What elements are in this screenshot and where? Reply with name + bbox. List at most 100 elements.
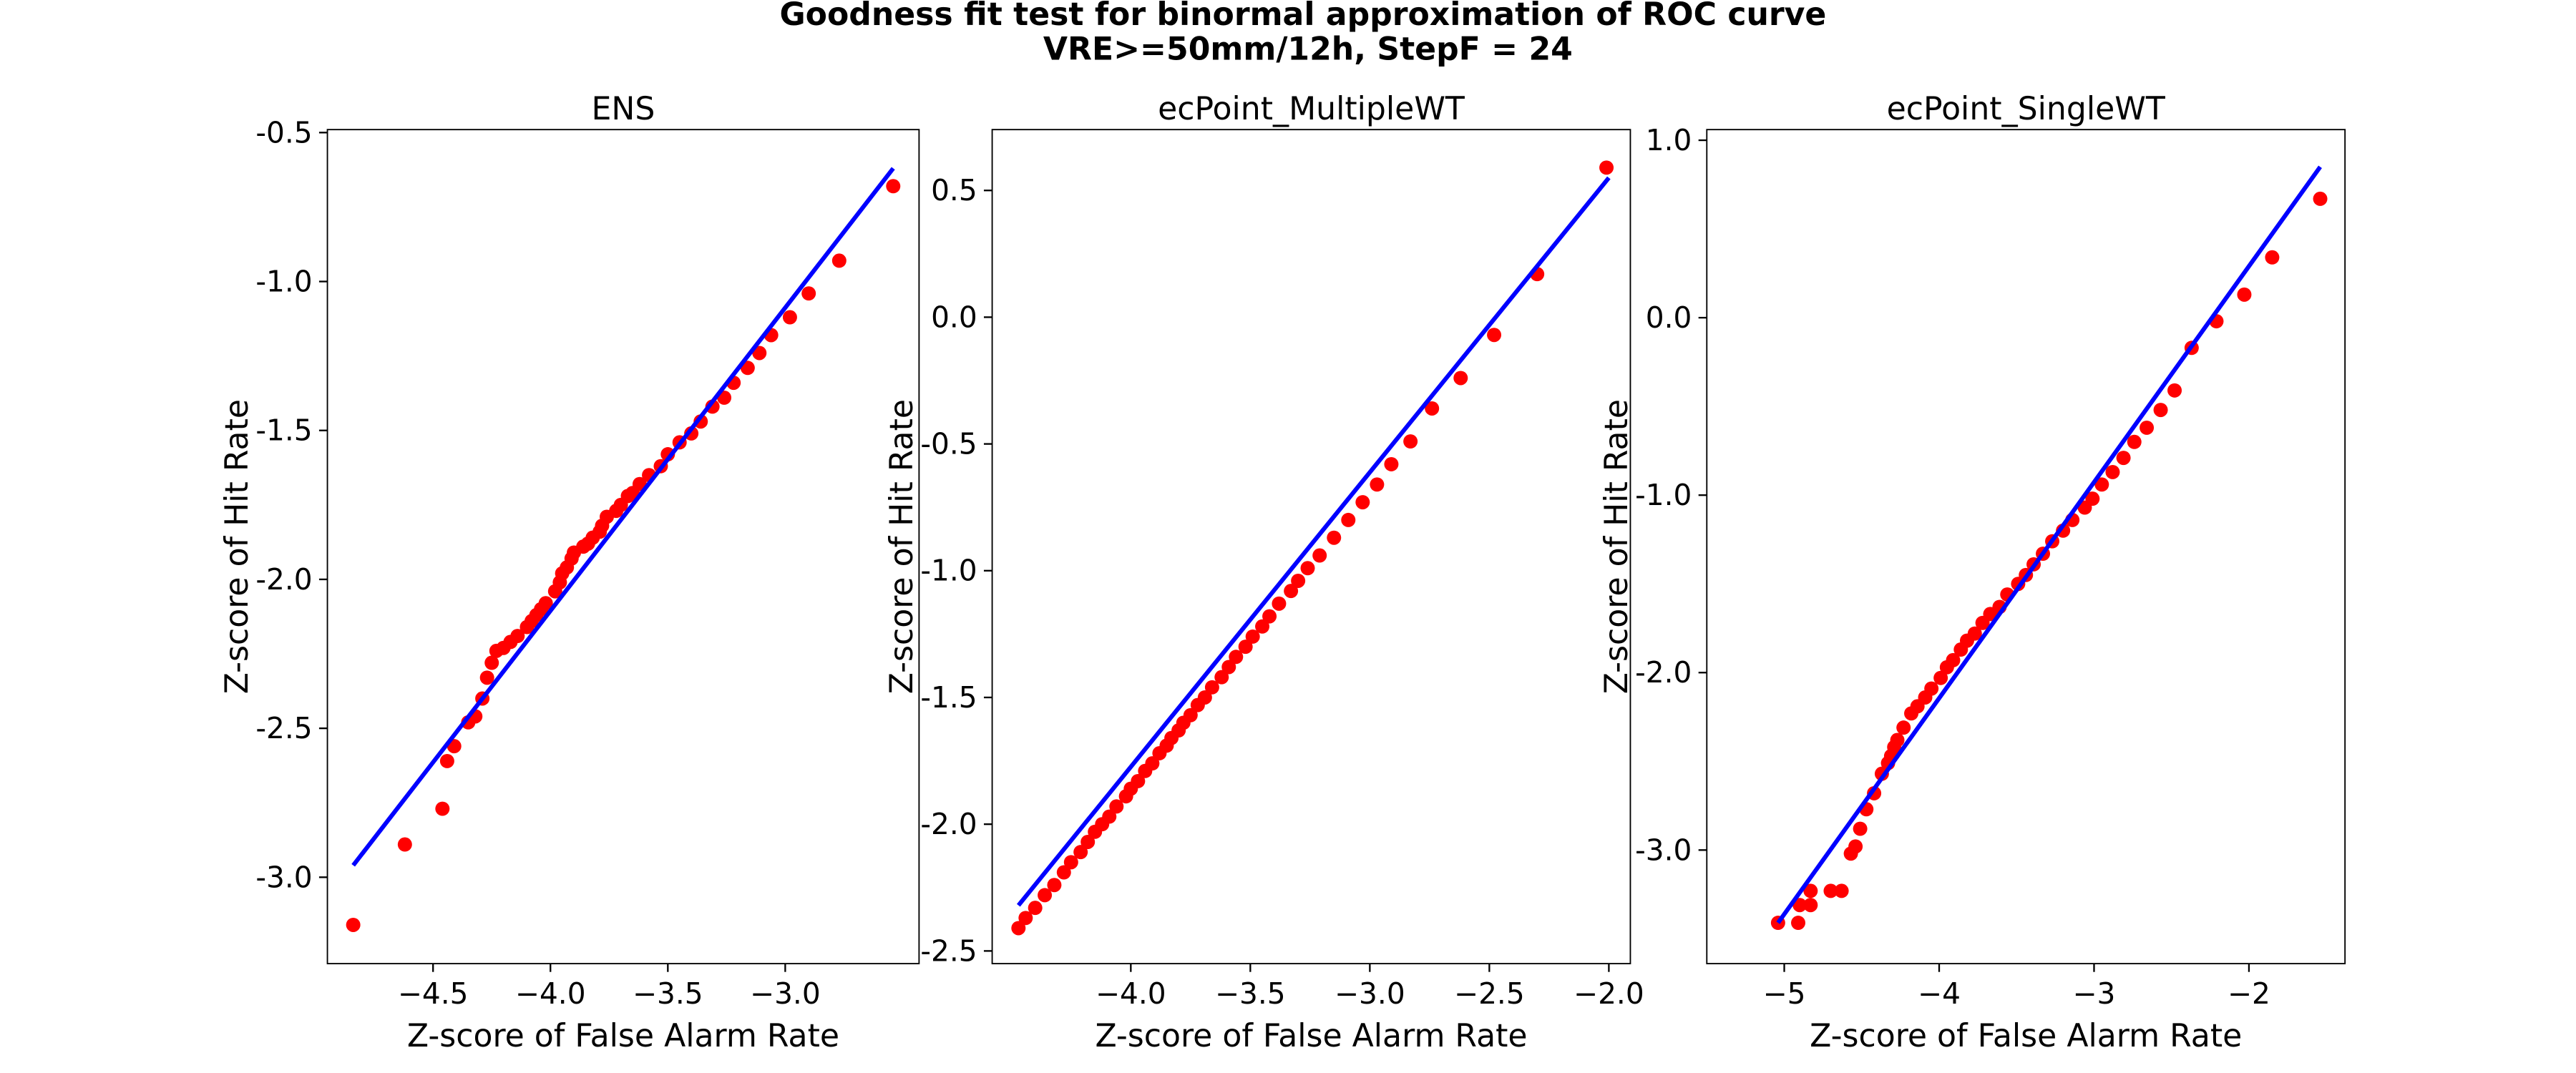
y-tick-label: -2.0 (920, 807, 977, 841)
x-tick-label: −4.0 (515, 976, 586, 1011)
point (1145, 756, 1160, 771)
point (479, 670, 494, 685)
point (801, 286, 816, 301)
x-tick-label: −3.0 (750, 976, 821, 1011)
x-tick-label: −4 (1918, 976, 1961, 1011)
figure-subtitle: VRE>=50mm/12h, StepF = 24 (1043, 31, 1573, 68)
point (1221, 660, 1236, 675)
subplot-title: ecPoint_SingleWT (1887, 91, 2166, 127)
x-axis-label: Z-score of False Alarm Rate (1810, 1018, 2242, 1054)
x-tick-label: −3.0 (1335, 976, 1405, 1011)
point (1924, 681, 1939, 696)
point (2094, 477, 2109, 492)
point (1803, 898, 1818, 913)
point (782, 310, 797, 325)
point (1341, 512, 1356, 527)
subplot: ecPoint_MultipleWT −4.0 −3.5 −3.0 −2.5 −2.0 -2… (884, 91, 1644, 1054)
point (1214, 670, 1229, 685)
point (2265, 250, 2280, 265)
point (1183, 707, 1198, 722)
point (1791, 916, 1805, 931)
y-tick-label: -2.0 (255, 562, 312, 597)
plot-area (1011, 160, 1614, 936)
point (1109, 799, 1124, 814)
subplot-title: ENS (592, 91, 655, 127)
axes-frame (326, 129, 920, 965)
point (435, 801, 450, 816)
y-tick-label: -3.0 (1635, 833, 1692, 867)
point (1967, 626, 1982, 641)
point (510, 629, 525, 644)
point (1803, 883, 1818, 898)
point (1238, 640, 1253, 655)
point (1038, 888, 1053, 903)
y-tick-label: -3.0 (255, 860, 312, 894)
point (397, 837, 412, 852)
y-tick-label: -0.5 (255, 115, 312, 150)
y-tick-label: -2.0 (1635, 655, 1692, 690)
point (1018, 911, 1033, 926)
point (2167, 383, 2182, 398)
axes-frame (991, 129, 1631, 965)
point (2153, 403, 2168, 418)
point (1355, 495, 1370, 510)
subplot: ENS −4.5 −4.0 −3.5 −3.0 -3.0 -2.5 -2.0 -1.5 -1.0 -… (219, 91, 920, 1054)
point (1848, 839, 1863, 854)
point (538, 596, 553, 611)
point (346, 917, 361, 932)
point (1834, 883, 1849, 898)
point (2127, 434, 2142, 449)
point (484, 655, 499, 670)
y-tick-label: -0.5 (920, 427, 977, 461)
point (2313, 191, 2328, 206)
y-axis-label: Z-score of Hit Rate (884, 399, 920, 694)
point (1792, 898, 1807, 913)
point (1599, 160, 1614, 175)
point (1011, 921, 1026, 936)
x-tick-label: −3.5 (1215, 976, 1286, 1011)
y-tick-label: -1.5 (920, 680, 977, 715)
fit-line (351, 167, 895, 867)
y-tick-label: 0.0 (1646, 300, 1692, 335)
x-tick-label: −2.0 (1574, 976, 1644, 1011)
point (752, 346, 767, 361)
point (1946, 652, 1961, 667)
point (1080, 835, 1096, 849)
point (1384, 456, 1399, 471)
point (1896, 720, 1911, 735)
point (1933, 670, 1948, 685)
figure-title: Goodness fit test for binormal approxima… (779, 0, 1826, 33)
y-axis-label: Z-score of Hit Rate (219, 399, 255, 694)
x-tick-label: −2.5 (1454, 976, 1525, 1011)
x-tick-label: −3.5 (633, 976, 703, 1011)
y-axis-label: Z-score of Hit Rate (1599, 399, 1635, 694)
point (1229, 650, 1244, 665)
point (2237, 287, 2252, 302)
point (1028, 901, 1043, 916)
point (1453, 371, 1468, 386)
point (1890, 733, 1905, 748)
point (1312, 548, 1327, 563)
point (1370, 477, 1385, 492)
point (1197, 690, 1212, 705)
point (2140, 420, 2155, 435)
point (2116, 451, 2131, 466)
point (1300, 561, 1315, 576)
plot-area (1770, 165, 2328, 931)
x-tick-label: −4.5 (398, 976, 469, 1011)
x-tick-label: −2 (2228, 976, 2270, 1011)
plot-area (346, 167, 901, 932)
point (1284, 584, 1299, 599)
point (1327, 530, 1342, 545)
point (1403, 434, 1418, 449)
subplot-title: ecPoint_MultipleWT (1158, 91, 1465, 127)
y-tick-label: 0.5 (931, 173, 977, 207)
point (1291, 573, 1306, 588)
point (1272, 596, 1287, 611)
y-tick-label: -1.0 (255, 264, 312, 298)
point (886, 179, 901, 194)
point (1255, 619, 1270, 634)
y-tick-label: -1.5 (255, 413, 312, 448)
